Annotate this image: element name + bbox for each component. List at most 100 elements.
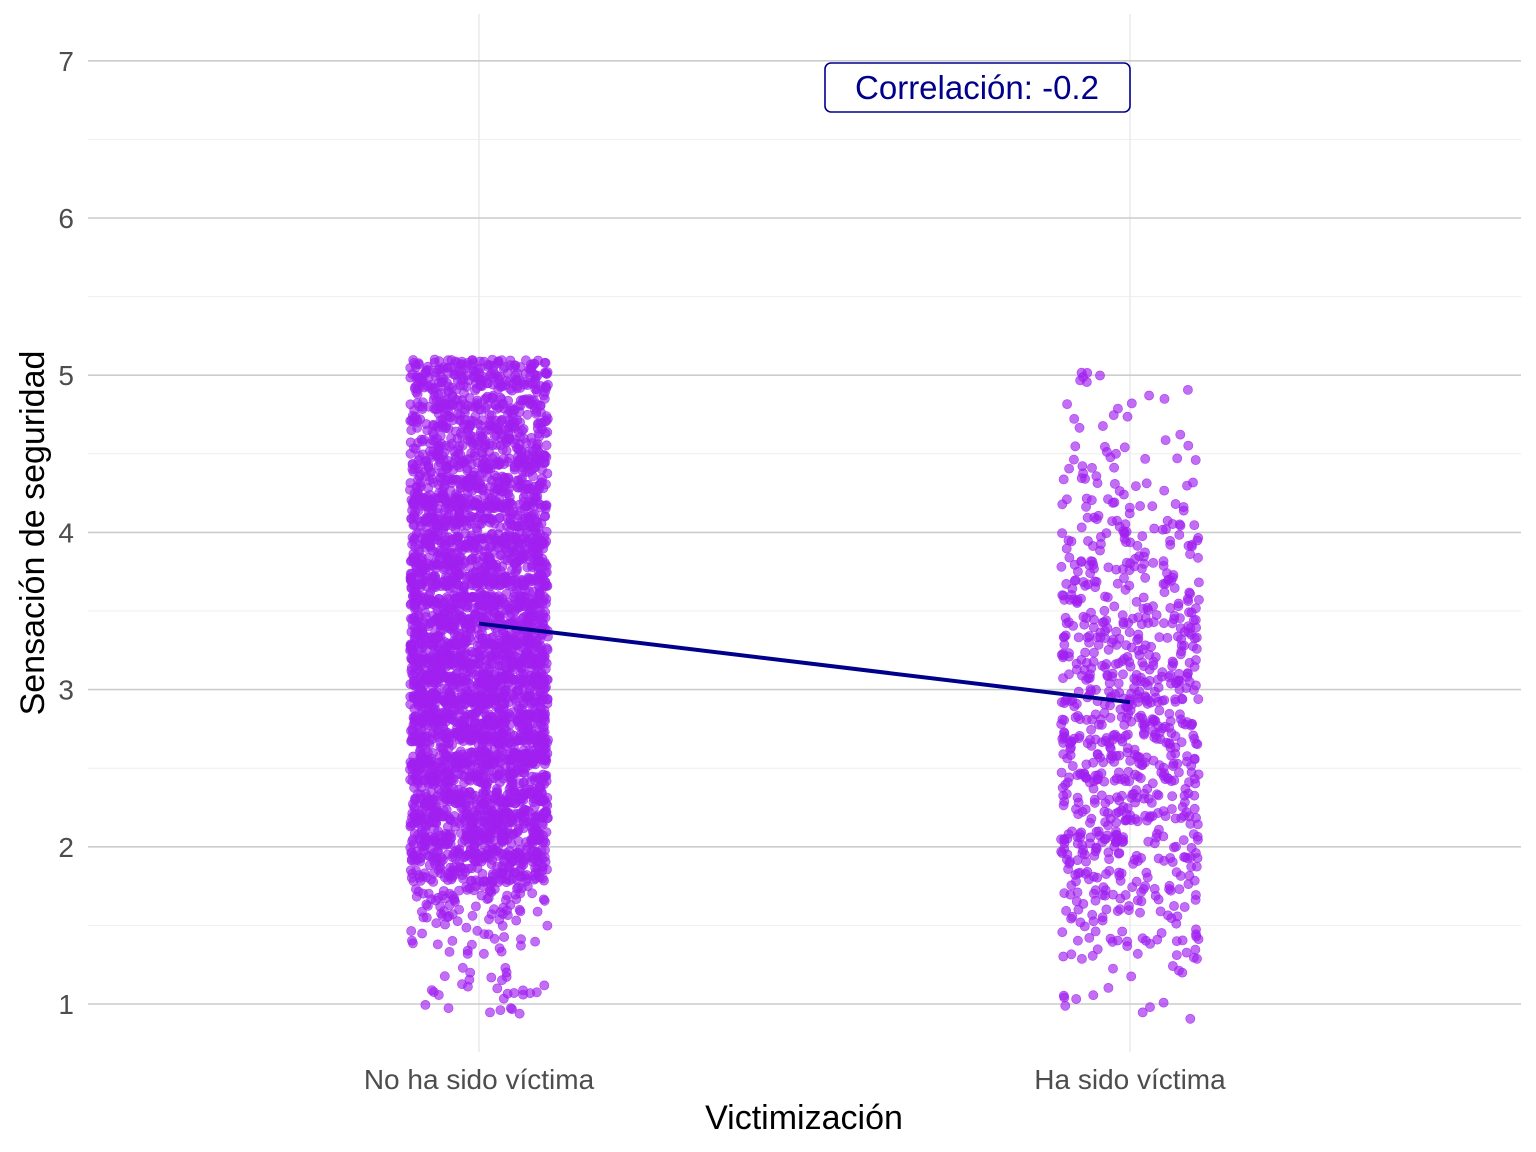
data-point	[486, 557, 497, 568]
data-point	[1172, 453, 1183, 464]
data-point	[1069, 733, 1080, 744]
data-point	[495, 1005, 506, 1015]
data-point	[444, 888, 455, 899]
data-point	[538, 483, 549, 494]
data-point	[522, 709, 533, 720]
data-point	[1190, 944, 1201, 955]
data-point	[1062, 753, 1073, 764]
data-point	[1111, 751, 1122, 761]
data-point	[1115, 904, 1125, 914]
data-point	[452, 916, 463, 927]
data-point	[1138, 603, 1149, 614]
data-point	[497, 975, 507, 986]
data-point	[1057, 528, 1067, 539]
data-point	[1076, 522, 1087, 533]
data-point	[1157, 524, 1168, 535]
data-point	[1174, 530, 1185, 540]
data-point	[432, 853, 442, 863]
data-point	[505, 1003, 516, 1014]
data-point	[1149, 523, 1160, 534]
data-point	[1117, 610, 1128, 621]
data-point	[449, 639, 459, 649]
data-point	[1159, 393, 1170, 404]
data-point	[1183, 621, 1194, 632]
data-point	[1085, 684, 1096, 695]
data-point	[481, 876, 492, 887]
data-point	[1059, 728, 1070, 739]
data-point	[1124, 901, 1134, 911]
data-point	[1069, 413, 1080, 424]
data-point	[430, 404, 441, 415]
data-point	[1059, 650, 1069, 661]
data-point	[444, 947, 455, 957]
data-point	[503, 598, 514, 608]
data-point	[1141, 935, 1151, 946]
data-point	[409, 405, 420, 416]
data-point	[1171, 936, 1182, 946]
data-point	[1087, 950, 1098, 961]
data-point	[541, 598, 551, 609]
data-point	[472, 395, 483, 406]
data-point	[1059, 888, 1070, 898]
data-point	[1126, 398, 1137, 409]
data-point	[1071, 658, 1082, 669]
data-point	[1179, 902, 1190, 912]
data-point	[1191, 848, 1201, 858]
data-point	[1077, 954, 1087, 964]
data-point	[1098, 421, 1108, 431]
data-point	[1177, 967, 1188, 978]
data-point	[1103, 983, 1114, 993]
data-point	[1148, 716, 1159, 727]
data-point	[1148, 558, 1159, 568]
data-point	[441, 810, 452, 821]
data-point	[1143, 836, 1154, 847]
data-point	[1152, 789, 1162, 800]
data-point	[1147, 501, 1158, 512]
data-point	[485, 1007, 495, 1018]
data-point	[1159, 587, 1170, 598]
data-point	[523, 497, 534, 507]
data-point	[1073, 797, 1084, 808]
data-point	[1112, 935, 1123, 946]
data-point	[408, 641, 418, 652]
data-point	[532, 423, 543, 434]
data-point	[449, 816, 460, 827]
data-point	[1166, 776, 1177, 787]
data-point	[493, 738, 504, 749]
data-point	[405, 568, 416, 579]
data-point	[486, 651, 497, 662]
data-point	[1164, 708, 1175, 719]
data-point	[449, 599, 460, 610]
data-point	[464, 974, 475, 985]
data-point	[1111, 817, 1122, 828]
data-point	[1139, 718, 1150, 729]
data-point	[443, 609, 453, 620]
data-point	[1132, 948, 1143, 959]
data-point	[1175, 429, 1186, 440]
data-point	[1168, 961, 1178, 971]
data-point	[485, 481, 496, 492]
data-point	[498, 827, 509, 838]
data-point	[539, 691, 550, 702]
data-point	[462, 949, 473, 959]
data-point	[430, 895, 441, 906]
data-point	[509, 988, 519, 998]
data-point	[406, 555, 417, 566]
data-point	[1087, 462, 1097, 473]
data-point	[486, 972, 497, 983]
data-point	[1146, 798, 1157, 808]
data-point	[431, 918, 442, 929]
data-point	[1087, 714, 1097, 725]
data-point	[425, 771, 435, 782]
data-point	[407, 497, 418, 508]
data-point	[517, 473, 527, 484]
data-point	[461, 824, 471, 834]
data-point	[441, 621, 451, 632]
data-point	[1057, 714, 1068, 725]
data-point	[466, 593, 476, 603]
data-point	[406, 855, 417, 866]
data-point	[456, 415, 466, 426]
data-point	[1056, 834, 1066, 845]
data-point	[1108, 889, 1118, 900]
